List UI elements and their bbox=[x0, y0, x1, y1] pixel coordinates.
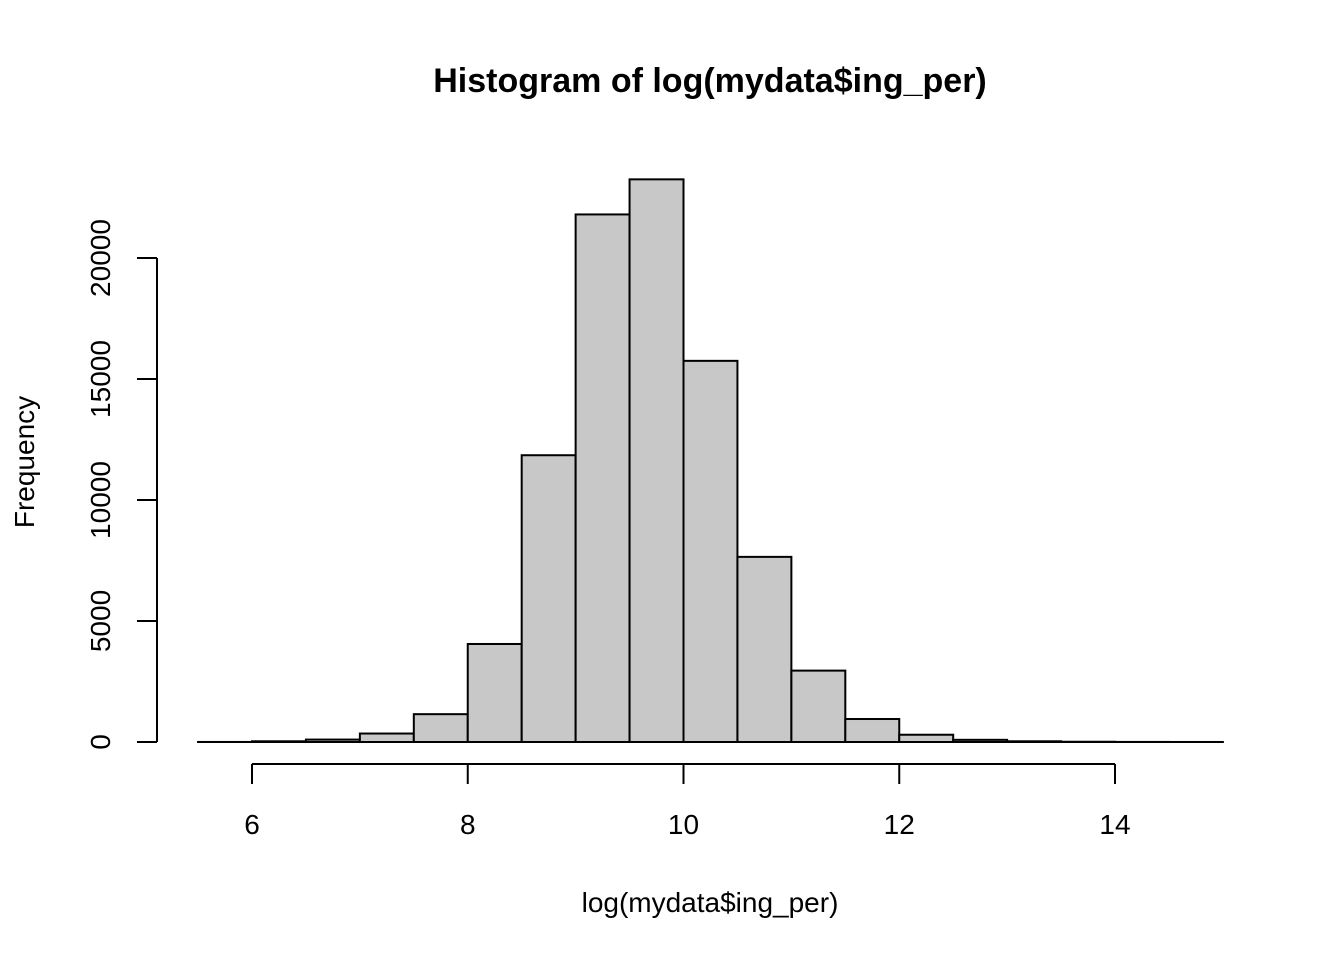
histogram-bar bbox=[844, 718, 901, 744]
x-axis-title: log(mydata$ing_per) bbox=[582, 887, 839, 918]
histogram-bar bbox=[790, 669, 847, 743]
x-axis: 6 8 10 12 14 bbox=[244, 763, 1131, 840]
chart-title: Histogram of log(mydata$ing_per) bbox=[433, 62, 987, 100]
x-tick-label: 12 bbox=[884, 809, 915, 840]
histogram-bar bbox=[466, 642, 523, 743]
y-tick-label: 10000 bbox=[85, 461, 116, 539]
x-tick-label: 14 bbox=[1099, 809, 1130, 840]
y-tick-label: 20000 bbox=[85, 219, 116, 297]
histogram-bar bbox=[682, 359, 739, 743]
x-tick-label: 10 bbox=[668, 809, 699, 840]
x-tick-label: 6 bbox=[244, 809, 260, 840]
histogram-bar bbox=[736, 555, 793, 743]
y-tick-label: 15000 bbox=[85, 340, 116, 418]
x-tick-label: 8 bbox=[460, 809, 476, 840]
y-axis-title: Frequency bbox=[9, 396, 40, 528]
bars-group bbox=[197, 178, 1224, 744]
histogram-bar bbox=[412, 713, 469, 743]
y-tick-label: 5000 bbox=[85, 590, 116, 652]
histogram-bar bbox=[520, 454, 577, 743]
y-tick-label: 0 bbox=[85, 734, 116, 750]
histogram-bar bbox=[898, 733, 955, 743]
histogram-bar bbox=[628, 178, 685, 744]
histogram-bar bbox=[358, 732, 415, 744]
y-axis: 0 5000 10000 15000 20000 bbox=[85, 219, 158, 750]
histogram-bar bbox=[574, 213, 631, 743]
